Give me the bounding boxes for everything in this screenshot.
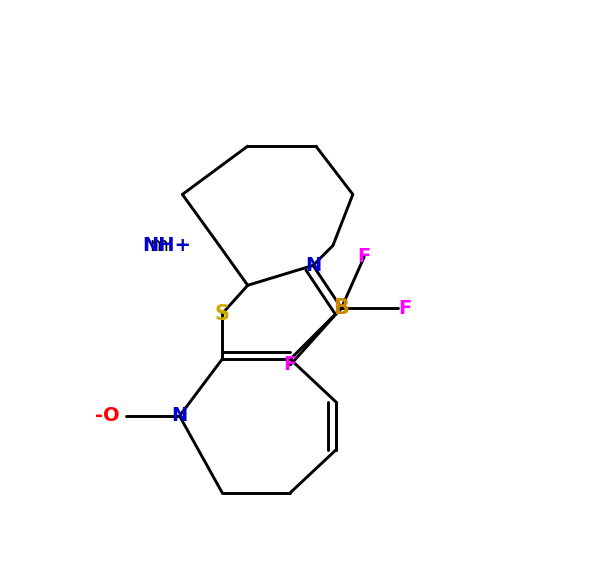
Text: F: F — [358, 247, 371, 267]
Text: NH+: NH+ — [142, 236, 191, 255]
Text: F: F — [284, 356, 297, 374]
Text: N: N — [305, 256, 321, 275]
Text: m: m — [149, 236, 168, 255]
Text: N: N — [172, 406, 188, 425]
Text: -O: -O — [95, 406, 120, 425]
Text: S: S — [215, 304, 230, 324]
Text: B: B — [333, 298, 349, 318]
Text: F: F — [398, 299, 411, 318]
